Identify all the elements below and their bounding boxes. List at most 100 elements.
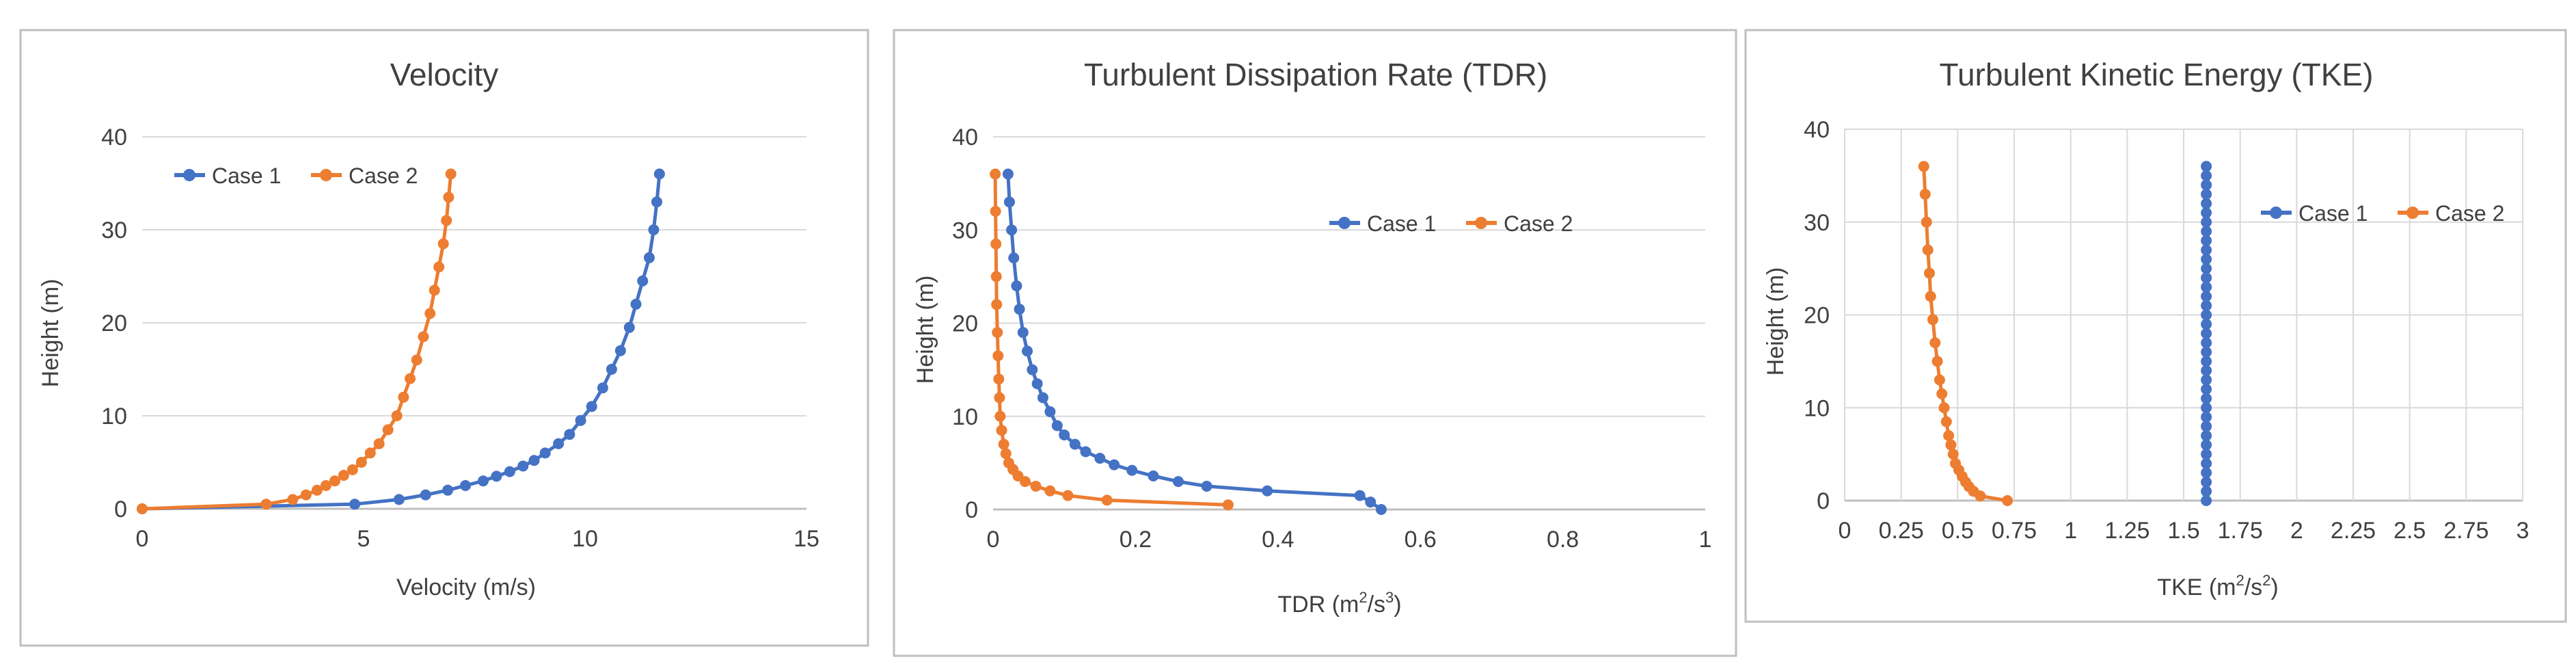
- velocity-point-case1-13: [564, 429, 575, 440]
- tke-point-case2-11: [1940, 416, 1952, 427]
- velocity-point-case2-20: [433, 261, 445, 273]
- velocity-x-tick-label-2: 10: [572, 526, 598, 552]
- tke-x-axis-title-main: TKE (m: [2157, 574, 2236, 600]
- tdr-point-case2-21: [990, 168, 1001, 180]
- tdr-chart-frame: [893, 29, 1737, 657]
- velocity-legend-case1-marker: [183, 169, 195, 181]
- tdr-point-case1-21: [1011, 280, 1022, 291]
- tke-point-case2-9: [1945, 439, 1957, 451]
- velocity-legend: Case 1 Case 2: [174, 163, 418, 188]
- tdr-point-case1-9: [1094, 453, 1106, 464]
- tke-point-case2-17: [1927, 314, 1938, 326]
- tke-x-tick-label-8: 2: [2290, 518, 2303, 544]
- velocity-point-case1-4: [442, 484, 454, 496]
- velocity-legend-case2-marker: [320, 169, 332, 181]
- tke-point-case1-21: [2201, 300, 2212, 311]
- tdr-point-case1-15: [1037, 392, 1048, 403]
- tke-point-case1-1: [2201, 486, 2212, 497]
- velocity-point-case1-16: [597, 382, 608, 394]
- tdr-point-case1-7: [1126, 464, 1138, 476]
- tke-point-case1-4: [2201, 458, 2212, 469]
- tdr-point-case2-0: [1222, 499, 1234, 511]
- tke-legend-case1-marker: [2270, 207, 2282, 219]
- velocity-point-case1-10: [528, 455, 540, 466]
- tke-x-axis-title-sup2: 2: [2262, 572, 2270, 589]
- velocity-x-axis-title: Velocity (m/s): [396, 574, 536, 600]
- velocity-y-tick-label-2: 20: [101, 310, 127, 336]
- velocity-x-ticks: 0 5 10 15: [136, 526, 819, 552]
- velocity-point-case1-12: [553, 438, 565, 449]
- tdr-point-case1-23: [1006, 224, 1018, 236]
- tke-point-case2-20: [1922, 244, 1934, 256]
- velocity-point-case1-25: [653, 168, 665, 180]
- tke-point-case2-18: [1925, 291, 1936, 302]
- tke-grid: [1844, 129, 2523, 502]
- tke-point-case1-14: [2201, 365, 2212, 376]
- tke-point-case1-32: [2201, 198, 2212, 209]
- tke-x-tick-label-5: 1.25: [2104, 518, 2150, 544]
- tke-point-case1-0: [2201, 495, 2212, 506]
- velocity-point-case1-21: [637, 275, 649, 287]
- tdr-x-axis-title-main: TDR (m: [1277, 592, 1359, 618]
- tke-point-case1-36: [2201, 161, 2212, 172]
- velocity-point-case1-1: [349, 499, 361, 510]
- velocity-point-case1-2: [393, 494, 405, 505]
- tke-point-case2-19: [1924, 267, 1935, 279]
- tke-y-axis-title: Height (m): [1763, 267, 1789, 376]
- tke-point-case2-15: [1931, 356, 1943, 367]
- tke-point-case1-26: [2201, 254, 2212, 265]
- tke-point-case1-30: [2201, 216, 2212, 228]
- velocity-point-case2-11: [373, 438, 385, 449]
- tdr-point-case1-14: [1044, 406, 1056, 417]
- tke-x-axis-title-mid: /s: [2245, 574, 2262, 600]
- tke-point-case2-21: [1921, 216, 1932, 228]
- tke-y-tick-label-2: 20: [1804, 303, 1830, 329]
- tdr-series-line-case2: [993, 174, 1228, 507]
- tke-point-case2-14: [1934, 374, 1945, 386]
- tdr-x-tick-label-4: 0.8: [1547, 527, 1579, 553]
- tke-point-case1-19: [2201, 319, 2212, 330]
- velocity-y-tick-label-1: 10: [101, 403, 127, 429]
- velocity-point-case2-1: [260, 499, 272, 510]
- tdr-point-case1-24: [1003, 196, 1015, 208]
- velocity-point-case2-21: [437, 238, 449, 250]
- tdr-point-case2-13: [994, 392, 1005, 403]
- tdr-point-case1-12: [1059, 429, 1070, 440]
- tdr-x-tick-label-5: 1: [1699, 527, 1712, 553]
- tke-x-tick-label-0: 0: [1839, 518, 1852, 544]
- velocity-y-tick-label-3: 30: [101, 217, 127, 243]
- tdr-point-case1-1: [1365, 496, 1377, 508]
- tdr-point-case1-3: [1262, 485, 1273, 496]
- tdr-point-case1-20: [1014, 304, 1025, 315]
- velocity-point-case1-14: [575, 414, 586, 426]
- velocity-point-case2-17: [418, 331, 429, 343]
- tke-x-tick-label-11: 2.75: [2443, 518, 2489, 544]
- tke-point-case1-8: [2201, 421, 2212, 432]
- tke-point-case1-35: [2201, 170, 2212, 181]
- tke-point-case1-33: [2201, 189, 2212, 200]
- tdr-point-case2-12: [994, 410, 1006, 422]
- tke-point-case1-28: [2201, 235, 2212, 246]
- tke-point-case1-16: [2201, 346, 2212, 358]
- tdr-x-axis-title-sup2: 3: [1385, 589, 1394, 606]
- tke-point-case1-20: [2201, 309, 2212, 321]
- tdr-point-case1-6: [1148, 470, 1159, 481]
- tke-chart-panel: Turbulent Kinetic Energy (TKE) 0 0.25 0.5 0…: [1744, 0, 2576, 662]
- velocity-chart-frame: [19, 29, 869, 647]
- tdr-point-case1-11: [1069, 438, 1081, 450]
- tke-point-case2-0: [2002, 495, 2014, 506]
- velocity-point-case2-23: [443, 191, 455, 203]
- velocity-point-case2-8: [347, 464, 358, 475]
- tdr-y-tick-label-4: 40: [952, 124, 978, 150]
- tdr-y-tick-label-0: 0: [965, 497, 978, 523]
- velocity-chart-title: Velocity: [390, 57, 499, 92]
- tdr-point-case2-8: [1003, 457, 1014, 468]
- tdr-point-case1-16: [1031, 378, 1043, 390]
- velocity-point-case1-3: [420, 489, 431, 501]
- tdr-x-tick-label-3: 0.6: [1405, 527, 1437, 553]
- tke-x-tick-label-12: 3: [2517, 518, 2530, 544]
- tke-point-case2-7: [1950, 458, 1962, 469]
- tke-point-case1-10: [2201, 402, 2212, 414]
- velocity-point-case2-5: [320, 480, 331, 491]
- tdr-point-case2-3: [1044, 485, 1056, 496]
